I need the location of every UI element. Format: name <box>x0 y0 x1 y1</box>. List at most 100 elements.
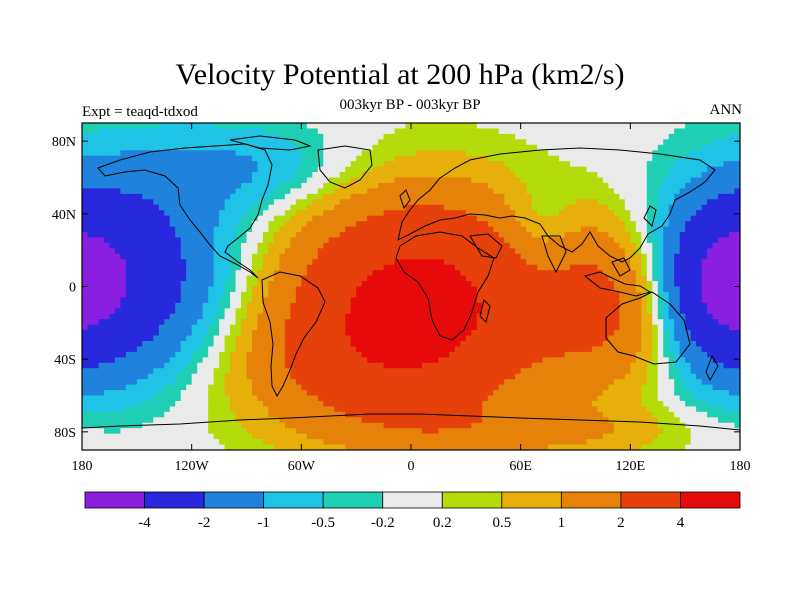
field-cell <box>685 161 692 168</box>
field-cell <box>509 150 516 157</box>
field-cell <box>279 253 286 260</box>
field-cell <box>361 248 368 255</box>
field-cell <box>411 297 418 304</box>
field-cell <box>570 123 577 130</box>
field-cell <box>559 172 566 179</box>
field-cell <box>400 270 407 277</box>
field-cell <box>92 166 100 173</box>
field-cell <box>92 188 100 195</box>
field-cell <box>641 275 648 282</box>
field-cell <box>268 270 275 277</box>
field-cell <box>663 281 670 288</box>
field-cell <box>241 330 248 337</box>
field-cell <box>103 335 111 342</box>
field-cell <box>498 161 505 168</box>
field-cell <box>712 313 719 320</box>
field-cell <box>657 204 664 211</box>
field-cell <box>295 313 302 320</box>
field-cell <box>186 248 193 255</box>
field-cell <box>685 281 692 288</box>
field-cell <box>230 182 237 189</box>
field-cell <box>465 330 472 337</box>
field-cell <box>624 155 631 162</box>
field-cell <box>120 253 127 260</box>
field-cell <box>301 324 308 331</box>
field-cell <box>515 177 522 184</box>
field-cell <box>197 232 204 239</box>
field-cell <box>197 286 204 293</box>
field-cell <box>630 193 637 200</box>
field-cell <box>723 237 730 244</box>
field-cell <box>175 177 182 184</box>
field-cell <box>734 133 740 140</box>
field-cell <box>729 330 736 337</box>
field-cell <box>734 297 740 304</box>
field-cell <box>515 308 522 315</box>
field-cell <box>279 346 286 353</box>
field-cell <box>284 161 291 168</box>
field-cell <box>586 166 593 173</box>
field-cell <box>301 226 308 233</box>
field-cell <box>685 139 692 146</box>
field-cell <box>169 155 176 162</box>
field-cell <box>564 232 571 239</box>
field-cell <box>498 237 505 244</box>
field-cell <box>142 313 149 320</box>
field-cell <box>641 150 648 157</box>
field-cell <box>120 291 127 298</box>
field-cell <box>597 133 604 140</box>
field-cell <box>114 281 121 288</box>
field-cell <box>421 177 429 184</box>
field-cell <box>175 182 182 189</box>
field-cell <box>356 210 363 217</box>
field-cell <box>142 264 149 271</box>
field-cell <box>679 232 686 239</box>
field-cell <box>482 177 489 184</box>
field-cell <box>328 237 335 244</box>
field-cell <box>498 144 505 151</box>
field-cell <box>219 264 226 271</box>
field-cell <box>164 242 171 249</box>
field-cell <box>679 330 686 337</box>
field-cell <box>208 297 215 304</box>
field-cell <box>685 237 692 244</box>
field-cell <box>175 270 182 277</box>
field-cell <box>630 226 637 233</box>
field-cell <box>427 270 434 277</box>
field-cell <box>158 133 165 140</box>
field-cell <box>460 210 467 217</box>
field-cell <box>306 248 313 255</box>
field-cell <box>356 237 363 244</box>
field-cell <box>421 133 429 140</box>
field-cell <box>438 161 445 168</box>
field-cell <box>515 161 522 168</box>
field-cell <box>531 193 538 200</box>
field-cell <box>564 204 571 211</box>
field-cell <box>597 281 604 288</box>
field-cell <box>153 161 160 168</box>
field-cell <box>471 330 478 337</box>
field-cell <box>613 123 620 130</box>
field-cell <box>652 253 659 260</box>
field-cell <box>400 226 407 233</box>
field-cell <box>98 133 105 140</box>
field-cell <box>147 139 154 146</box>
field-cell <box>191 313 198 320</box>
field-cell <box>668 215 675 222</box>
field-cell <box>449 188 456 195</box>
field-cell <box>383 133 390 140</box>
field-cell <box>663 330 670 337</box>
field-cell <box>153 259 160 266</box>
field-cell <box>169 182 176 189</box>
field-cell <box>465 253 472 260</box>
field-cell <box>241 346 248 353</box>
field-cell <box>306 242 313 249</box>
field-cell <box>679 248 686 255</box>
field-cell <box>328 330 335 337</box>
field-cell <box>323 297 330 304</box>
field-cell <box>219 275 226 282</box>
field-cell <box>394 204 401 211</box>
field-cell <box>537 270 544 277</box>
field-cell <box>696 242 703 249</box>
field-cell <box>734 242 740 249</box>
